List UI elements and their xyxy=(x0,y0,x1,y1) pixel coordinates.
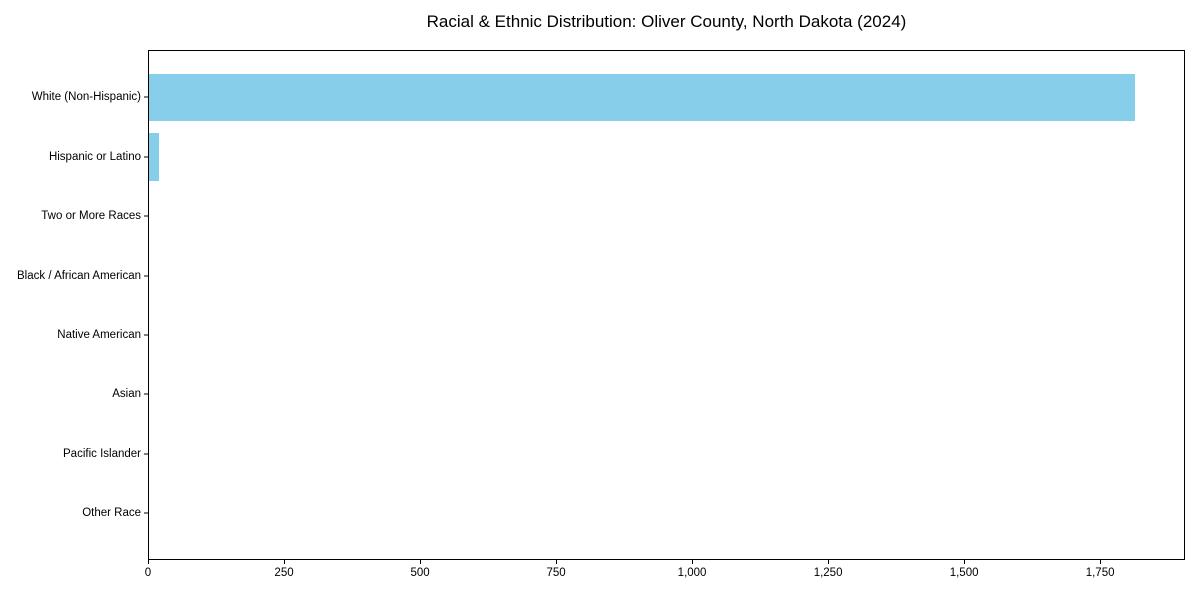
x-axis-tick-label: 1,500 xyxy=(949,567,979,579)
x-axis-tick xyxy=(420,560,422,564)
y-axis-tick xyxy=(144,453,148,455)
y-axis-tick xyxy=(144,156,148,158)
x-axis-tick xyxy=(828,560,830,564)
y-axis-label: Black / African American xyxy=(17,269,141,282)
x-axis-tick xyxy=(692,560,694,564)
y-axis-label: Other Race xyxy=(82,507,141,519)
bar-hispanic-or-latino xyxy=(149,133,159,181)
x-axis-tick xyxy=(1100,560,1102,564)
chart-title: Racial & Ethnic Distribution: Oliver Cou… xyxy=(426,12,907,31)
bar-white-non-hispanic xyxy=(149,73,1135,122)
x-axis-tick-label: 750 xyxy=(546,567,566,579)
x-axis-tick xyxy=(964,560,966,564)
y-axis-label: Two or More Races xyxy=(41,210,141,223)
x-axis-tick xyxy=(556,560,558,564)
y-axis-label: Hispanic or Latino xyxy=(48,150,141,163)
y-axis-tick xyxy=(144,215,148,217)
x-axis-tick-label: 250 xyxy=(274,567,294,579)
x-axis-tick xyxy=(284,560,286,564)
y-axis-label: Native American xyxy=(57,328,141,341)
bars-layer xyxy=(149,51,1184,559)
y-axis-label: Pacific Islander xyxy=(63,447,141,460)
y-axis-tick xyxy=(144,393,148,395)
y-axis-label: Asian xyxy=(112,388,141,401)
y-axis-label: White (Non-Hispanic) xyxy=(31,91,141,104)
x-axis-tick-label: 1,000 xyxy=(677,567,707,579)
x-axis-tick-label: 1,250 xyxy=(813,567,843,579)
x-axis-tick-label: 500 xyxy=(410,567,430,579)
x-axis-tick xyxy=(148,560,149,564)
x-axis-tick-label: 1,750 xyxy=(1085,567,1115,579)
y-axis-tick xyxy=(144,275,148,276)
y-axis-tick xyxy=(144,512,148,514)
y-axis-tick xyxy=(144,96,148,98)
x-axis-tick-label: 0 xyxy=(144,567,152,579)
y-axis-tick xyxy=(144,334,148,336)
plot-area xyxy=(148,50,1185,560)
